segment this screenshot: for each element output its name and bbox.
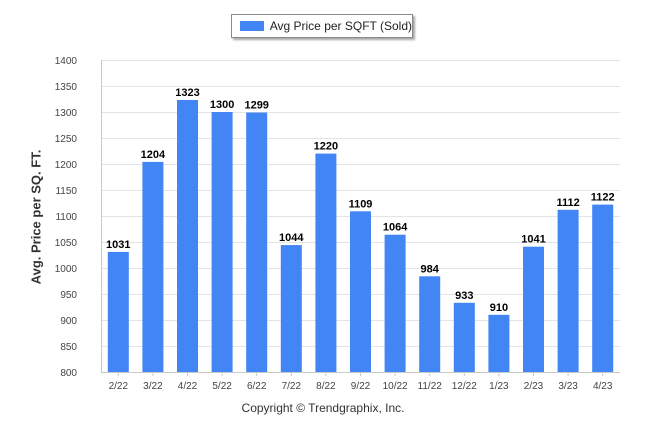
y-tick-label: 1000 [55,264,78,275]
y-axis-title: Avg. Price per SQ. FT. [28,149,44,285]
bar-9-22[interactable] [350,211,371,372]
y-tick-label: 1050 [55,238,78,249]
bar-5-22[interactable] [211,112,233,372]
data-labels: 1031 1204 1323 1300 1299 1044 1220 1109 1064 984 9… [106,87,615,314]
y-tick-label: 1150 [55,186,77,197]
x-tick-label: 2/23 [524,381,544,392]
data-label: 1109 [349,198,373,210]
copyright-footer: Copyright © Trendgraphix, Inc. [241,401,405,415]
x-tick-label: 1/23 [489,381,509,392]
bar-3-23[interactable] [557,209,579,372]
x-tick-label: 4/23 [593,381,613,392]
data-label: 1122 [591,192,615,204]
bar-1-23[interactable] [488,314,510,372]
bar-6-22[interactable] [246,112,268,373]
y-tick-label: 1200 [55,160,78,171]
x-tick-label: 6/22 [247,381,267,392]
data-label: 1204 [141,149,166,161]
bar-8-22[interactable] [315,153,337,372]
y-tick-label: 1100 [55,212,77,223]
y-tick-label: 1400 [55,56,78,67]
bar-11-22[interactable] [419,276,441,372]
x-tick-label: 10/22 [383,381,408,392]
legend[interactable]: Avg Price per SQFT (Sold) [231,14,413,38]
data-label: 1064 [383,222,408,234]
x-tick-label: 11/22 [418,381,443,392]
x-tick-label: 2/22 [109,381,129,392]
legend-swatch [240,21,264,31]
data-label: 1112 [556,197,579,209]
y-tick-label: 1300 [55,108,78,119]
data-label: 1299 [244,100,268,112]
x-tick-label: 7/22 [282,381,302,392]
bar-12-22[interactable] [453,302,475,372]
data-label: 1031 [106,239,130,251]
y-axis-ticks: 800 850 900 950 1000 1050 1100 1150 1200 1250 1300… [55,56,78,379]
x-tick-label: 12/22 [452,381,477,392]
bar-2-23[interactable] [523,246,544,372]
bars [107,100,614,373]
data-label: 910 [490,302,508,314]
bar-2-22[interactable] [107,251,129,372]
data-label: 1220 [314,141,338,153]
data-label: 933 [455,290,473,302]
data-label: 1300 [210,99,234,111]
y-tick-label: 1350 [55,82,78,93]
x-tick-label: 9/22 [351,381,371,392]
bar-4-22[interactable] [177,100,198,372]
y-tick-label: 1250 [55,134,78,145]
x-tick-label: 5/22 [212,381,232,392]
bar-3-22[interactable] [142,161,164,372]
y-tick-label: 950 [60,290,77,301]
y-tick-label: 800 [60,368,77,379]
bar-7-22[interactable] [280,245,302,372]
x-tick-label: 4/22 [178,381,198,392]
data-label: 1323 [175,87,199,99]
x-axis-ticks: 2/22 3/22 4/22 5/22 6/22 7/22 8/22 9/22 10/22 11/… [109,372,613,392]
data-label: 1044 [279,232,304,244]
data-label: 1041 [521,234,545,246]
bar-4-23[interactable] [592,204,614,372]
x-tick-label: 3/23 [558,381,578,392]
y-tick-label: 900 [60,316,77,327]
y-tick-label: 850 [60,342,77,353]
bar-10-22[interactable] [384,234,406,372]
data-label: 984 [421,263,440,275]
x-tick-label: 8/22 [316,381,336,392]
legend-label: Avg Price per SQFT (Sold) [269,19,412,33]
x-tick-label: 3/22 [143,381,163,392]
